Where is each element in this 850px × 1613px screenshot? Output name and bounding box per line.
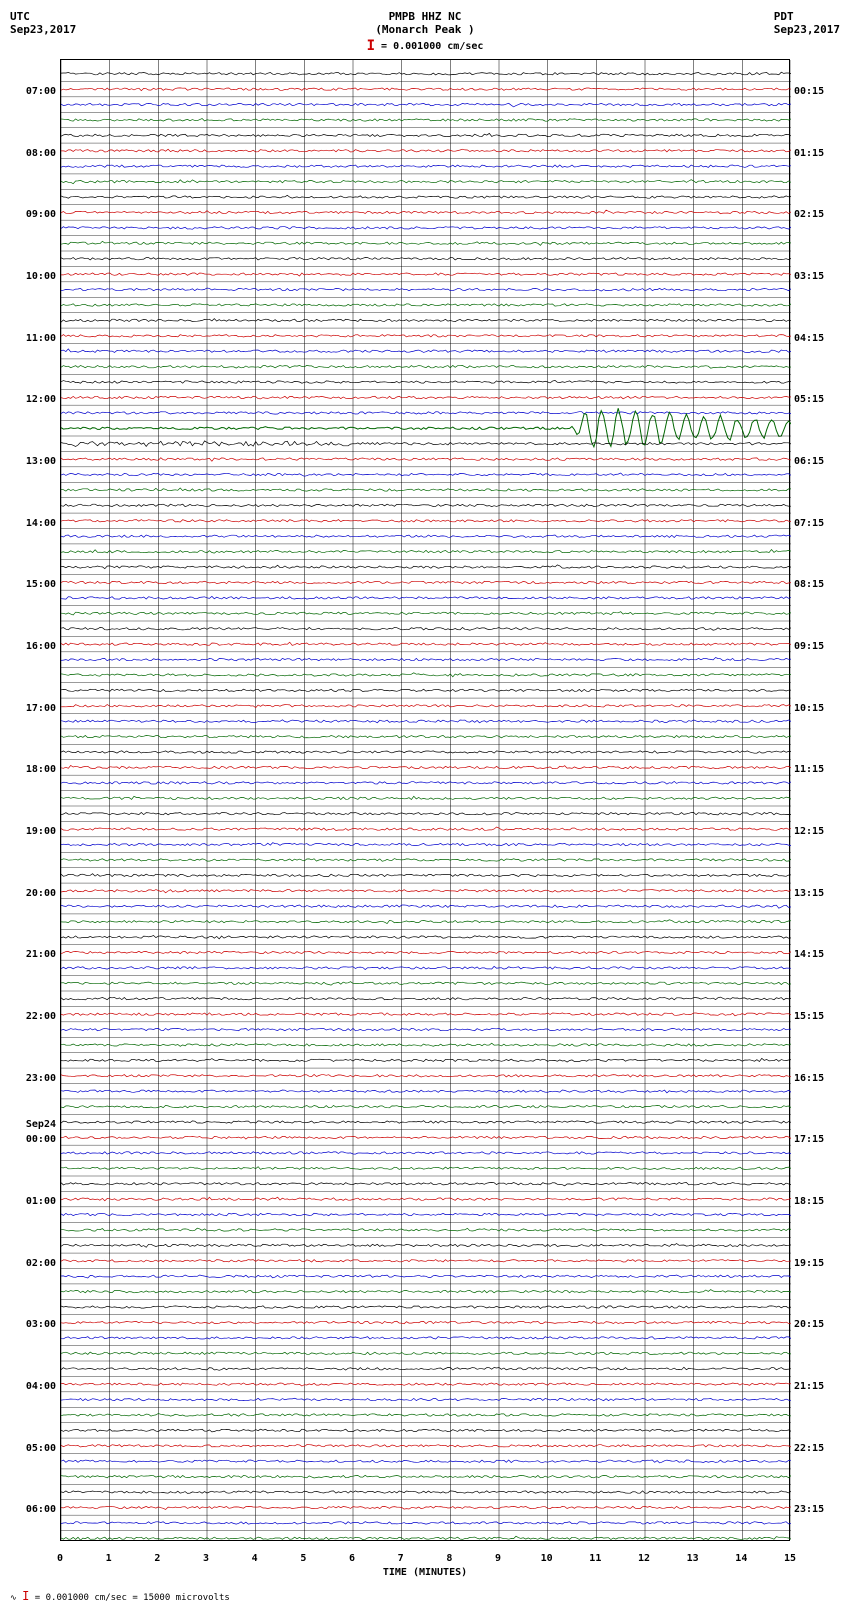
left-label: 11:00 — [26, 333, 56, 344]
x-tick: 4 — [252, 1553, 258, 1564]
right-label: 13:15 — [794, 888, 824, 899]
scale-text: = 0.001000 cm/sec — [381, 41, 483, 52]
right-label: 23:15 — [794, 1504, 824, 1515]
right-label: 12:15 — [794, 826, 824, 837]
x-tick: 10 — [541, 1553, 553, 1564]
header-right: PDT Sep23,2017 — [774, 10, 840, 36]
right-label: 08:15 — [794, 579, 824, 590]
left-label: 06:00 — [26, 1504, 56, 1515]
pdt-date: Sep23,2017 — [774, 23, 840, 36]
right-label: 16:15 — [794, 1073, 824, 1084]
x-tick: 8 — [446, 1553, 452, 1564]
left-label: 10:00 — [26, 271, 56, 282]
scale-indicator: I = 0.001000 cm/sec — [367, 38, 484, 54]
left-label: 03:00 — [26, 1319, 56, 1330]
right-label: 17:15 — [794, 1134, 824, 1145]
utc-date: Sep23,2017 — [10, 23, 76, 36]
left-label: 12:00 — [26, 394, 56, 405]
x-tick: 12 — [638, 1553, 650, 1564]
right-label: 02:15 — [794, 209, 824, 220]
footer-bar-icon: I — [22, 1589, 29, 1603]
utc-label: UTC — [10, 10, 76, 23]
left-label: 19:00 — [26, 826, 56, 837]
right-label: 04:15 — [794, 333, 824, 344]
right-label: 18:15 — [794, 1196, 824, 1207]
left-label: 02:00 — [26, 1258, 56, 1269]
x-tick: 1 — [106, 1553, 112, 1564]
left-label: 21:00 — [26, 949, 56, 960]
left-label: 01:00 — [26, 1196, 56, 1207]
left-label: 08:00 — [26, 148, 56, 159]
left-label: 13:00 — [26, 456, 56, 467]
x-tick: 15 — [784, 1553, 796, 1564]
left-label: 16:00 — [26, 641, 56, 652]
x-axis-title: TIME (MINUTES) — [383, 1567, 467, 1578]
footer-scale: ∿ I = 0.001000 cm/sec = 15000 microvolts — [10, 1589, 840, 1603]
left-label: Sep24 — [26, 1119, 56, 1130]
pdt-label: PDT — [774, 10, 840, 23]
right-label: 20:15 — [794, 1319, 824, 1330]
right-label: 19:15 — [794, 1258, 824, 1269]
x-tick: 2 — [154, 1553, 160, 1564]
right-label: 14:15 — [794, 949, 824, 960]
right-label: 01:15 — [794, 148, 824, 159]
x-tick: 11 — [589, 1553, 601, 1564]
x-tick: 6 — [349, 1553, 355, 1564]
left-label: 04:00 — [26, 1381, 56, 1392]
right-label: 06:15 — [794, 456, 824, 467]
header-row: UTC Sep23,2017 PMPB HHZ NC (Monarch Peak… — [10, 10, 840, 54]
header-left: UTC Sep23,2017 — [10, 10, 76, 36]
right-label: 11:15 — [794, 764, 824, 775]
right-label: 22:15 — [794, 1443, 824, 1454]
right-label: 05:15 — [794, 394, 824, 405]
right-label: 00:15 — [794, 86, 824, 97]
left-label: 15:00 — [26, 579, 56, 590]
station-code: PMPB HHZ NC — [367, 10, 484, 23]
right-label: 03:15 — [794, 271, 824, 282]
station-location: (Monarch Peak ) — [367, 23, 484, 36]
x-tick: 9 — [495, 1553, 501, 1564]
left-label: 00:00 — [26, 1134, 56, 1145]
right-label: 09:15 — [794, 641, 824, 652]
right-label: 15:15 — [794, 1011, 824, 1022]
seismogram-plot — [60, 59, 790, 1541]
seismogram-svg — [61, 60, 791, 1540]
seismogram-container: UTC Sep23,2017 PMPB HHZ NC (Monarch Peak… — [10, 10, 840, 1603]
right-label: 21:15 — [794, 1381, 824, 1392]
left-label: 09:00 — [26, 209, 56, 220]
x-tick: 3 — [203, 1553, 209, 1564]
x-tick: 14 — [735, 1553, 747, 1564]
scale-bar-icon: I — [367, 38, 375, 54]
x-tick: 0 — [57, 1553, 63, 1564]
left-label: 14:00 — [26, 518, 56, 529]
left-label: 05:00 — [26, 1443, 56, 1454]
header-center: PMPB HHZ NC (Monarch Peak ) I = 0.001000… — [367, 10, 484, 54]
left-label: 18:00 — [26, 764, 56, 775]
right-label: 07:15 — [794, 518, 824, 529]
footer-text: = 0.001000 cm/sec = 15000 microvolts — [35, 1593, 230, 1603]
left-label: 20:00 — [26, 888, 56, 899]
right-label: 10:15 — [794, 703, 824, 714]
left-label: 07:00 — [26, 86, 56, 97]
x-tick: 5 — [300, 1553, 306, 1564]
left-label: 17:00 — [26, 703, 56, 714]
left-label: 23:00 — [26, 1073, 56, 1084]
x-tick: 13 — [687, 1553, 699, 1564]
left-label: 22:00 — [26, 1011, 56, 1022]
x-axis: TIME (MINUTES) 0123456789101112131415 — [60, 1541, 790, 1581]
x-tick: 7 — [398, 1553, 404, 1564]
